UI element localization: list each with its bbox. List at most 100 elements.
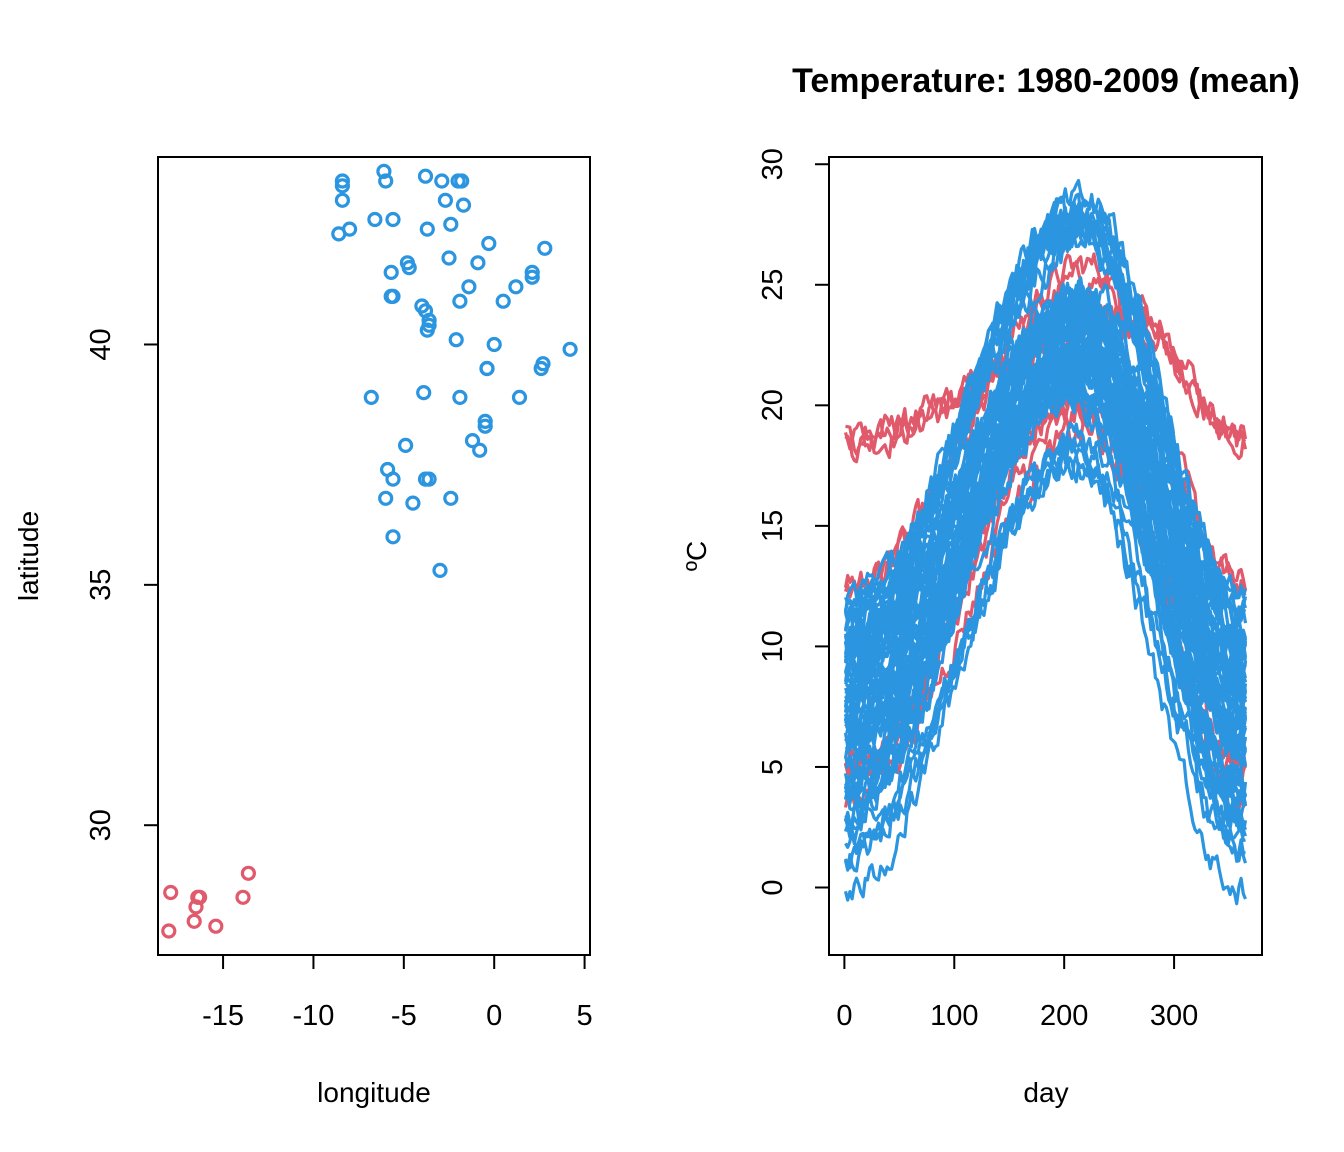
- station-point: [405, 495, 421, 511]
- temperature-line: [843, 290, 1248, 690]
- station-point: [455, 197, 472, 213]
- station-point: [454, 173, 470, 189]
- station-point: [537, 240, 553, 256]
- station-point: [161, 923, 177, 939]
- station-point: [452, 389, 468, 405]
- station-point: [385, 471, 401, 487]
- longitude-tick-label: 0: [486, 1000, 502, 1032]
- longitude-axis-label: longitude: [317, 1077, 431, 1108]
- temperature-tick-label: 15: [757, 510, 789, 542]
- station-point: [383, 288, 399, 304]
- station-point: [367, 211, 383, 228]
- station-point: [208, 918, 224, 934]
- station-point: [401, 260, 417, 276]
- station-point: [385, 211, 401, 228]
- station-point: [508, 279, 524, 295]
- station-point: [495, 293, 511, 309]
- station-point: [334, 178, 350, 194]
- temperature-tick-label: 0: [757, 879, 789, 895]
- temperature-lines: [843, 178, 1248, 906]
- station-point: [464, 433, 481, 449]
- station-point: [385, 529, 401, 545]
- station-point: [186, 913, 202, 929]
- station-point: [535, 356, 551, 372]
- station-point: [448, 332, 464, 348]
- station-point: [524, 269, 540, 285]
- station-point: [452, 293, 468, 309]
- temperature-line: [843, 447, 1247, 906]
- station-point: [441, 250, 457, 266]
- longitude-tick-label: -15: [202, 1000, 244, 1032]
- day-tick-label: 200: [1040, 1000, 1088, 1032]
- temperature-line: [843, 279, 1248, 662]
- temperature-line: [843, 344, 1248, 720]
- station-point: [163, 884, 179, 901]
- station-point: [378, 173, 394, 189]
- station-point: [419, 221, 435, 237]
- station-point: [421, 471, 437, 487]
- latitude-tick-label: 35: [85, 569, 117, 601]
- station-point: [511, 389, 528, 405]
- longitude-tick-label: 5: [577, 1000, 593, 1032]
- station-point: [334, 192, 350, 208]
- day-tick-label: 300: [1150, 1000, 1198, 1032]
- station-point: [524, 264, 540, 280]
- temperature-tick-label: 10: [757, 630, 789, 662]
- day-axis-label: day: [1023, 1077, 1068, 1108]
- station-point: [376, 163, 392, 179]
- station-points: [161, 163, 578, 939]
- station-point: [461, 279, 477, 295]
- station-point: [562, 341, 578, 357]
- station-point: [470, 255, 486, 271]
- longitude-tick-label: -10: [292, 1000, 334, 1032]
- station-point: [486, 336, 502, 353]
- temperature-axis: 0 5 10 15 20 25 30: [757, 148, 830, 896]
- day-axis: 0 100 200 300: [836, 954, 1198, 1032]
- temperature-line: [843, 436, 1246, 870]
- temperature-line: [844, 381, 1248, 798]
- station-point: [434, 173, 450, 189]
- station-point: [363, 389, 379, 405]
- latitude-tick-label: 40: [85, 328, 117, 360]
- station-point: [378, 490, 394, 506]
- station-point: [421, 312, 437, 328]
- station-point: [437, 192, 453, 208]
- latitude-axis-label: latitude: [13, 511, 44, 601]
- station-point: [472, 442, 488, 458]
- station-point: [477, 413, 493, 429]
- station-map-panel: -15 -10 -5 0 5 30 35 40 longitude latitude: [13, 156, 593, 1108]
- line-group: [843, 178, 1248, 906]
- station-point: [342, 221, 358, 237]
- temperature-tick-label: 20: [757, 389, 789, 421]
- temperature-tick-label: 25: [757, 269, 789, 301]
- station-point: [477, 418, 493, 434]
- station-point: [443, 490, 459, 506]
- station-point: [417, 168, 434, 184]
- temperature-panel: Temperature: 1980-2009 (mean) 0 100 200 300…: [681, 62, 1300, 1108]
- station-point: [240, 865, 256, 881]
- station-point: [443, 216, 459, 232]
- station-point: [383, 264, 399, 280]
- chart-title: Temperature: 1980-2009 (mean): [792, 62, 1300, 100]
- station-point: [398, 437, 414, 453]
- station-point: [479, 360, 495, 377]
- station-point: [432, 562, 448, 579]
- temperature-line: [843, 295, 1248, 702]
- station-point: [419, 322, 435, 338]
- latitude-tick-label: 30: [85, 809, 117, 841]
- temperature-axis-label: ºC: [681, 541, 712, 571]
- station-point: [416, 385, 432, 401]
- temperature-line: [843, 342, 1248, 839]
- station-point: [235, 889, 251, 905]
- day-tick-label: 100: [930, 1000, 978, 1032]
- day-tick-label: 0: [836, 1000, 852, 1032]
- temperature-tick-label: 30: [757, 148, 789, 180]
- station-point: [334, 173, 350, 189]
- station-point: [192, 889, 208, 905]
- station-point: [481, 235, 497, 252]
- longitude-tick-label: -5: [391, 1000, 417, 1032]
- longitude-axis: -15 -10 -5 0 5: [202, 954, 593, 1032]
- temperature-tick-label: 5: [757, 759, 789, 775]
- latitude-axis: 30 35 40: [85, 328, 159, 841]
